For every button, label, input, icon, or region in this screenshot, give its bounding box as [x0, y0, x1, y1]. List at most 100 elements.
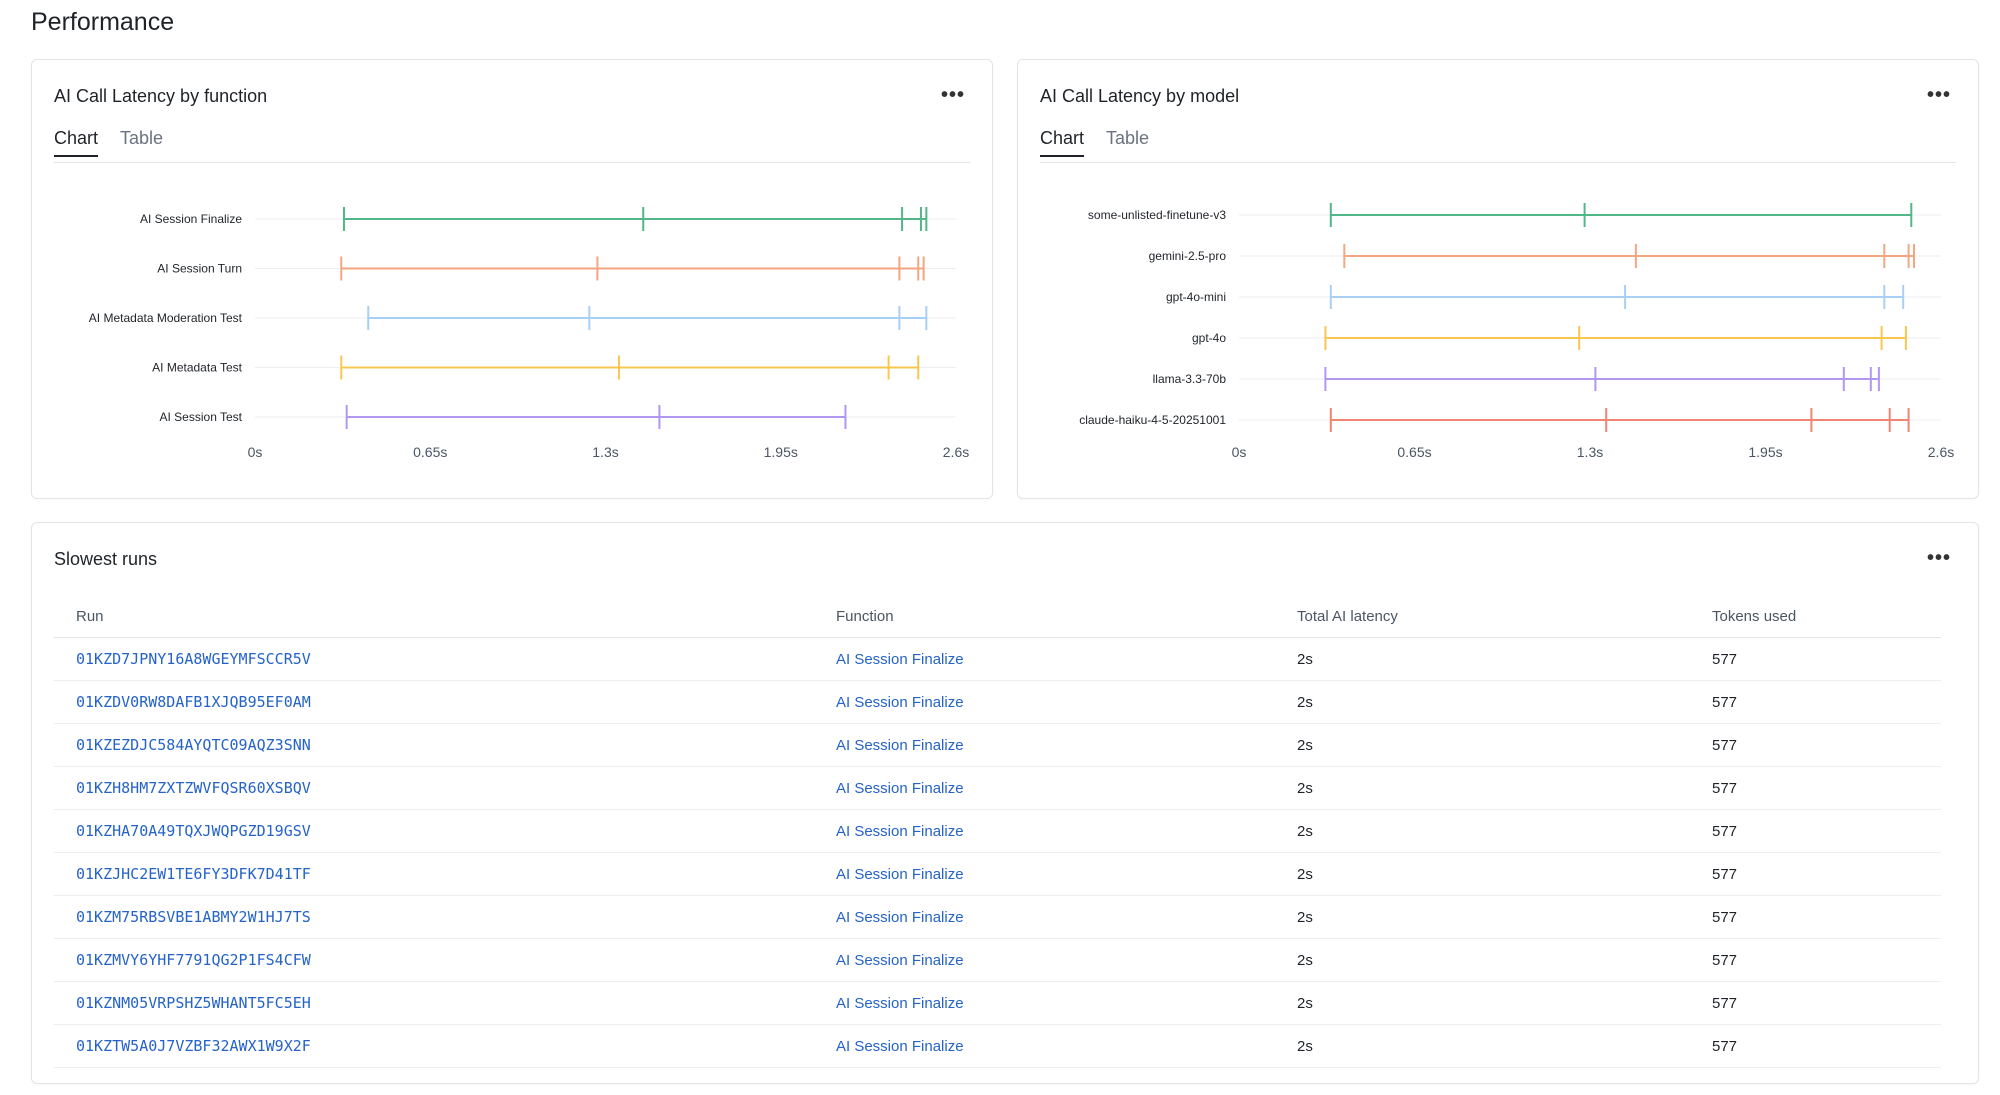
function-link[interactable]: AI Session Finalize	[836, 865, 964, 883]
run-cell: 01KZMVY6YHF7791QG2P1FS4CFW	[54, 938, 814, 982]
tab-table[interactable]: Table	[120, 128, 164, 148]
series-label: AI Session Turn	[157, 262, 242, 276]
function-link[interactable]: AI Session Finalize	[836, 822, 964, 840]
run-cell: 01KZNM05VRPSHZ5WHANT5FC5EH	[54, 981, 814, 1025]
page-title: Performance	[31, 8, 175, 36]
latency-cell: 2s	[1275, 766, 1690, 810]
x-tick-label: 1.3s	[592, 444, 618, 460]
latency-by-model-chart: 0s 0.65s 1.3s 1.95s 2.6s some-unlisted-finetu…	[1079, 203, 1954, 460]
slowest-runs-card: Slowest runs ••• Run Function Total AI l…	[31, 522, 1979, 1084]
more-options-button[interactable]: •••	[938, 80, 968, 110]
table-header-row: Run Function Total AI latency Tokens use…	[54, 595, 1941, 638]
function-link[interactable]: AI Session Finalize	[836, 650, 964, 668]
x-tick-label: 0.65s	[413, 444, 447, 460]
run-id-link[interactable]: 01KZTW5A0J7VZBF32AWX1W9X2F	[76, 1037, 311, 1055]
run-id-link[interactable]: 01KZM75RBSVBE1ABMY2W1HJ7TS	[76, 908, 311, 926]
column-header-run: Run	[54, 595, 814, 638]
series-label: claude-haiku-4-5-20251001	[1079, 413, 1226, 427]
table-row[interactable]: 01KZH8HM7ZXTZWVFQSR60XSBQV AI Session Fin…	[54, 766, 1941, 810]
tab-chart[interactable]: Chart	[54, 124, 99, 157]
tokens-cell: 577	[1690, 637, 1941, 681]
latency-cell: 2s	[1275, 1024, 1690, 1068]
x-tick-label: 0s	[1232, 444, 1247, 460]
series-label: some-unlisted-finetune-v3	[1088, 208, 1226, 222]
run-cell: 01KZM75RBSVBE1ABMY2W1HJ7TS	[54, 895, 814, 939]
latency-cell: 2s	[1275, 680, 1690, 724]
function-cell: AI Session Finalize	[814, 852, 1275, 896]
run-id-link[interactable]: 01KZHA70A49TQXJWQPGZD19GSV	[76, 822, 311, 840]
table-row[interactable]: 01KZDV0RW8DAFB1XJQB95EF0AM AI Session Fin…	[54, 680, 1941, 724]
more-options-button[interactable]: •••	[1924, 543, 1954, 573]
function-link[interactable]: AI Session Finalize	[836, 994, 964, 1012]
run-id-link[interactable]: 01KZEZDJC584AYQTC09AQZ3SNN	[76, 736, 311, 754]
latency-by-model-card: AI Call Latency by model ••• Chart Table…	[1017, 59, 1979, 499]
function-cell: AI Session Finalize	[814, 938, 1275, 982]
x-tick-label: 1.95s	[764, 444, 798, 460]
run-id-link[interactable]: 01KZNM05VRPSHZ5WHANT5FC5EH	[76, 994, 311, 1012]
x-tick-label: 0s	[248, 444, 263, 460]
table-row[interactable]: 01KZEZDJC584AYQTC09AQZ3SNN AI Session Fin…	[54, 723, 1941, 767]
run-cell: 01KZJHC2EW1TE6FY3DFK7D41TF	[54, 852, 814, 896]
series-label: AI Metadata Moderation Test	[89, 311, 243, 325]
tab-table[interactable]: Table	[1106, 128, 1150, 148]
function-link[interactable]: AI Session Finalize	[836, 1037, 964, 1055]
x-tick-label: 0.65s	[1397, 444, 1431, 460]
latency-cell: 2s	[1275, 938, 1690, 982]
slowest-runs-table: Run Function Total AI latency Tokens use…	[54, 595, 1941, 1068]
chart-tabs: Chart Table	[1040, 124, 1956, 163]
latency-cell: 2s	[1275, 809, 1690, 853]
series-label: AI Session Test	[160, 410, 243, 424]
run-cell: 01KZDV0RW8DAFB1XJQB95EF0AM	[54, 680, 814, 724]
function-cell: AI Session Finalize	[814, 809, 1275, 853]
column-header-function: Function	[814, 595, 1275, 638]
function-link[interactable]: AI Session Finalize	[836, 951, 964, 969]
function-cell: AI Session Finalize	[814, 680, 1275, 724]
series-label: gemini-2.5-pro	[1149, 249, 1227, 263]
tokens-cell: 577	[1690, 1024, 1941, 1068]
latency-cell: 2s	[1275, 852, 1690, 896]
latency-by-function-chart: 0s 0.65s 1.3s 1.95s 2.6s AI Session Finalize A…	[89, 207, 969, 460]
tokens-cell: 577	[1690, 895, 1941, 939]
tokens-cell: 577	[1690, 809, 1941, 853]
latency-cell: 2s	[1275, 637, 1690, 681]
latency-cell: 2s	[1275, 723, 1690, 767]
run-cell: 01KZH8HM7ZXTZWVFQSR60XSBQV	[54, 766, 814, 810]
tab-chart[interactable]: Chart	[1040, 124, 1085, 157]
latency-cell: 2s	[1275, 981, 1690, 1025]
chart-tabs: Chart Table	[54, 124, 970, 163]
tokens-cell: 577	[1690, 680, 1941, 724]
series-label: gpt-4o	[1192, 331, 1226, 345]
latency-by-function-card: AI Call Latency by function ••• Chart Ta…	[31, 59, 993, 499]
function-link[interactable]: AI Session Finalize	[836, 908, 964, 926]
x-tick-label: 2.6s	[1928, 444, 1954, 460]
function-link[interactable]: AI Session Finalize	[836, 693, 964, 711]
card-title: Slowest runs	[54, 549, 158, 569]
card-title: AI Call Latency by function	[54, 86, 268, 106]
tokens-cell: 577	[1690, 981, 1941, 1025]
table-row[interactable]: 01KZMVY6YHF7791QG2P1FS4CFW AI Session Fin…	[54, 938, 1941, 982]
card-title: AI Call Latency by model	[1040, 86, 1240, 106]
run-cell: 01KZHA70A49TQXJWQPGZD19GSV	[54, 809, 814, 853]
tokens-cell: 577	[1690, 852, 1941, 896]
function-cell: AI Session Finalize	[814, 723, 1275, 767]
run-id-link[interactable]: 01KZH8HM7ZXTZWVFQSR60XSBQV	[76, 779, 311, 797]
function-link[interactable]: AI Session Finalize	[836, 736, 964, 754]
more-options-button[interactable]: •••	[1924, 80, 1954, 110]
function-cell: AI Session Finalize	[814, 895, 1275, 939]
x-tick-label: 2.6s	[943, 444, 969, 460]
table-row[interactable]: 01KZHA70A49TQXJWQPGZD19GSV AI Session Fin…	[54, 809, 1941, 853]
run-cell: 01KZEZDJC584AYQTC09AQZ3SNN	[54, 723, 814, 767]
run-id-link[interactable]: 01KZDV0RW8DAFB1XJQB95EF0AM	[76, 693, 311, 711]
function-link[interactable]: AI Session Finalize	[836, 779, 964, 797]
function-cell: AI Session Finalize	[814, 637, 1275, 681]
table-row[interactable]: 01KZD7JPNY16A8WGEYMFSCCR5V AI Session Fin…	[54, 637, 1941, 681]
tokens-cell: 577	[1690, 723, 1941, 767]
run-id-link[interactable]: 01KZJHC2EW1TE6FY3DFK7D41TF	[76, 865, 311, 883]
table-row[interactable]: 01KZM75RBSVBE1ABMY2W1HJ7TS AI Session Fin…	[54, 895, 1941, 939]
table-row[interactable]: 01KZTW5A0J7VZBF32AWX1W9X2F AI Session Fin…	[54, 1024, 1941, 1068]
latency-cell: 2s	[1275, 895, 1690, 939]
run-id-link[interactable]: 01KZMVY6YHF7791QG2P1FS4CFW	[76, 951, 311, 969]
run-id-link[interactable]: 01KZD7JPNY16A8WGEYMFSCCR5V	[76, 650, 311, 668]
table-row[interactable]: 01KZJHC2EW1TE6FY3DFK7D41TF AI Session Fin…	[54, 852, 1941, 896]
table-row[interactable]: 01KZNM05VRPSHZ5WHANT5FC5EH AI Session Fin…	[54, 981, 1941, 1025]
